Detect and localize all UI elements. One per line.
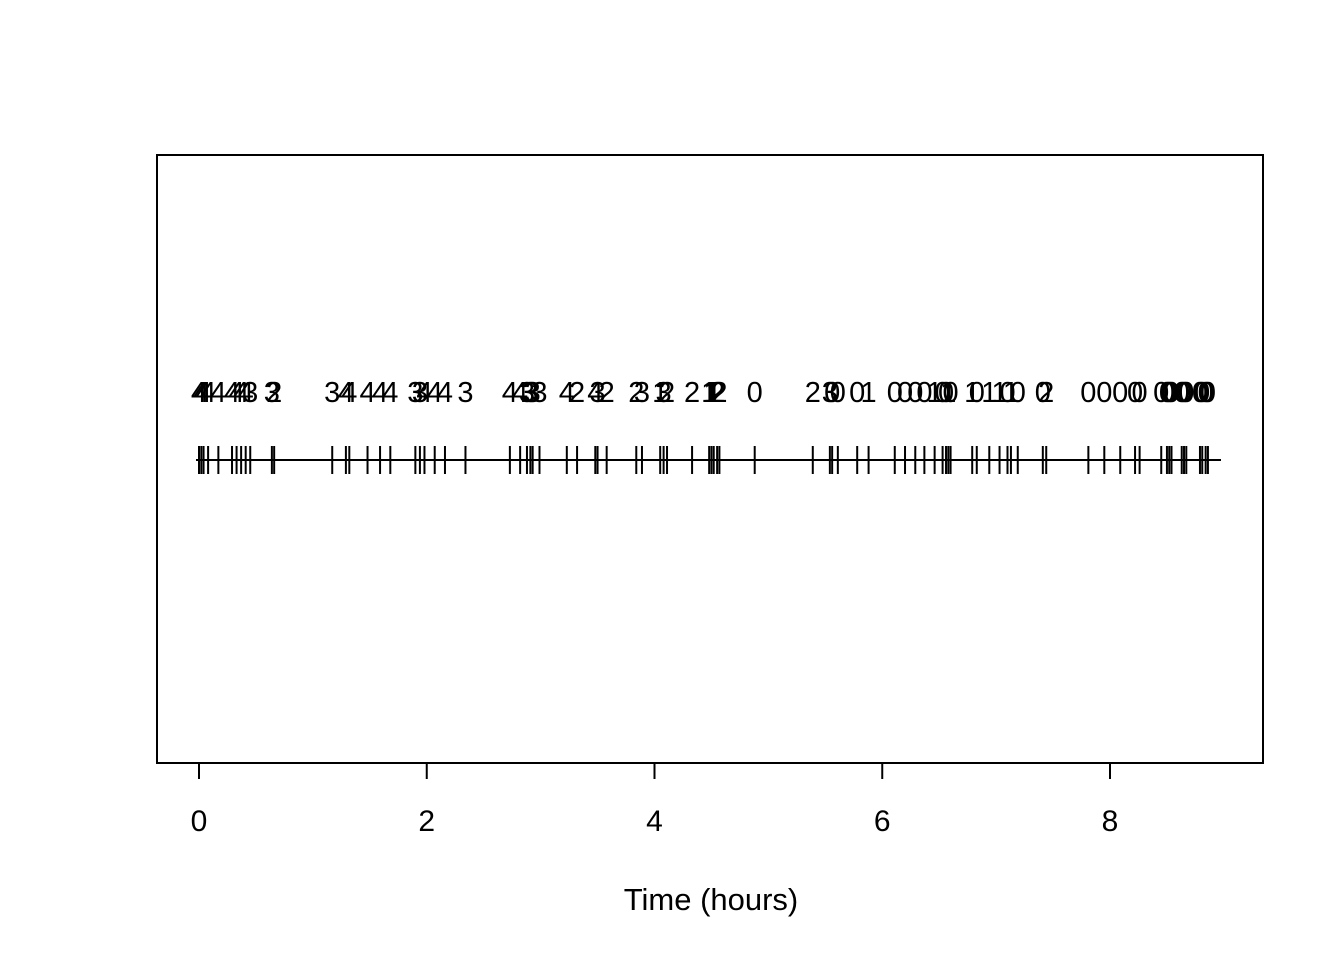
event-mark-label: 4 [502,377,518,409]
event-mark-label: 0 [938,377,954,409]
event-mark-label: 4 [559,377,575,409]
event-mark-label: 0 [1080,377,1096,409]
event-mark-label: 1 [861,377,877,409]
event-mark-label: 1 [964,377,980,409]
event-mark-label: 1 [991,377,1007,409]
x-axis-tick-label: 8 [1102,805,1119,838]
event-mark-label: 0 [1200,377,1216,409]
event-mark-label: 0 [1192,377,1208,409]
x-axis-tick-label: 4 [646,805,663,838]
event-mark-label: 1 [652,377,668,409]
event-mark-label: 0 [1127,377,1143,409]
event-mark-label: 4 [587,377,603,409]
event-mark-label: 0 [849,377,865,409]
event-mark-label: 3 [589,377,605,409]
event-mark-label: 0 [1096,377,1112,409]
event-mark-label: 2 [709,377,725,409]
event-mark-label: 0 [1194,377,1210,409]
event-mark-label: 2 [599,377,615,409]
event-mark-label: 4 [191,377,207,409]
event-mark-label: 0 [830,377,846,409]
event-mark-label: 2 [805,377,821,409]
event-mark-label: 4 [195,377,211,409]
x-axis-tick-label: 2 [418,805,435,838]
event-mark-label: 1 [927,377,943,409]
plot-border-box [156,154,1264,764]
event-mark-label: 0 [824,377,840,409]
event-mark-label: 0 [1159,377,1175,409]
event-mark-label: 0 [1010,377,1026,409]
event-mark-label: 0 [1176,377,1192,409]
event-mark-label: 3 [634,377,650,409]
event-mark-label: 0 [916,377,932,409]
event-mark-label: 3 [525,377,541,409]
event-mark-label: 2 [1038,377,1054,409]
event-mark-label: 1 [940,377,956,409]
event-mark-label: 2 [628,377,644,409]
event-mark-label: 0 [969,377,985,409]
x-axis-title: Time (hours) [624,882,799,917]
event-mark-label: 3 [407,377,423,409]
event-mark-label: 3 [457,377,473,409]
event-mark-label: 4 [224,377,240,409]
event-mark-label: 2 [569,377,585,409]
event-mark-label: 0 [1161,377,1177,409]
event-mark-label: 4 [229,377,245,409]
event-mark-label: 4 [200,377,216,409]
event-mark-label: 0 [897,377,913,409]
event-mark-label: 4 [210,377,226,409]
event-mark-label: 1 [701,377,717,409]
event-mark-label: 4 [372,377,388,409]
event-mark-label: 0 [747,377,763,409]
event-mark-label: 3 [522,377,538,409]
event-mark-label: 4 [437,377,453,409]
event-mark-label: 4 [416,377,432,409]
event-mark-label: 2 [711,377,727,409]
event-mark-label: 0 [1153,377,1169,409]
event-mark-label: 1 [706,377,722,409]
event-mark-label: 2 [266,377,282,409]
x-axis-tick-label: 6 [874,805,891,838]
event-mark-label: 0 [1112,377,1128,409]
event-mark-label: 3 [242,377,258,409]
event-mark-label: 0 [887,377,903,409]
event-mark-label: 0 [1035,377,1051,409]
event-mark-label: 4 [382,377,398,409]
event-mark-label: 4 [359,377,375,409]
event-mark-label: 0 [1174,377,1190,409]
event-mark-label: 4 [512,377,528,409]
event-mark-label: 4 [427,377,443,409]
event-mark-label: 3 [531,377,547,409]
x-axis-group: 0 2 4 6 8 [191,763,1119,838]
event-mark-label: 0 [999,377,1015,409]
event-mark-label: 0 [1178,377,1194,409]
event-mark-label: 1 [703,377,719,409]
event-mark-label: 3 [412,377,428,409]
x-axis-tick-label: 0 [191,805,208,838]
event-mark-label: 0 [1163,377,1179,409]
event-mark-label: 4 [238,377,254,409]
event-mark-label: 3 [519,377,535,409]
event-mark-label: 4 [338,377,354,409]
event-mark-label: 2 [684,377,700,409]
event-mark-label: 0 [1132,377,1148,409]
event-mark-label: 1 [1003,377,1019,409]
event-mark-label: 0 [907,377,923,409]
event-mark-label: 3 [656,377,672,409]
event-mark-label: 3 [264,377,280,409]
event-mark-label: 3 [822,377,838,409]
event-mark-label: 4 [341,377,357,409]
event-mark-label: 2 [659,377,675,409]
event-mark-label: 0 [943,377,959,409]
event-mark-label: 1 [981,377,997,409]
event-mark-label: 4 [233,377,249,409]
event-mark-label: 4 [193,377,209,409]
event-mark-label: 0 [935,377,951,409]
event-mark-label: 0 [1198,377,1214,409]
event-mark-label: 3 [324,377,340,409]
